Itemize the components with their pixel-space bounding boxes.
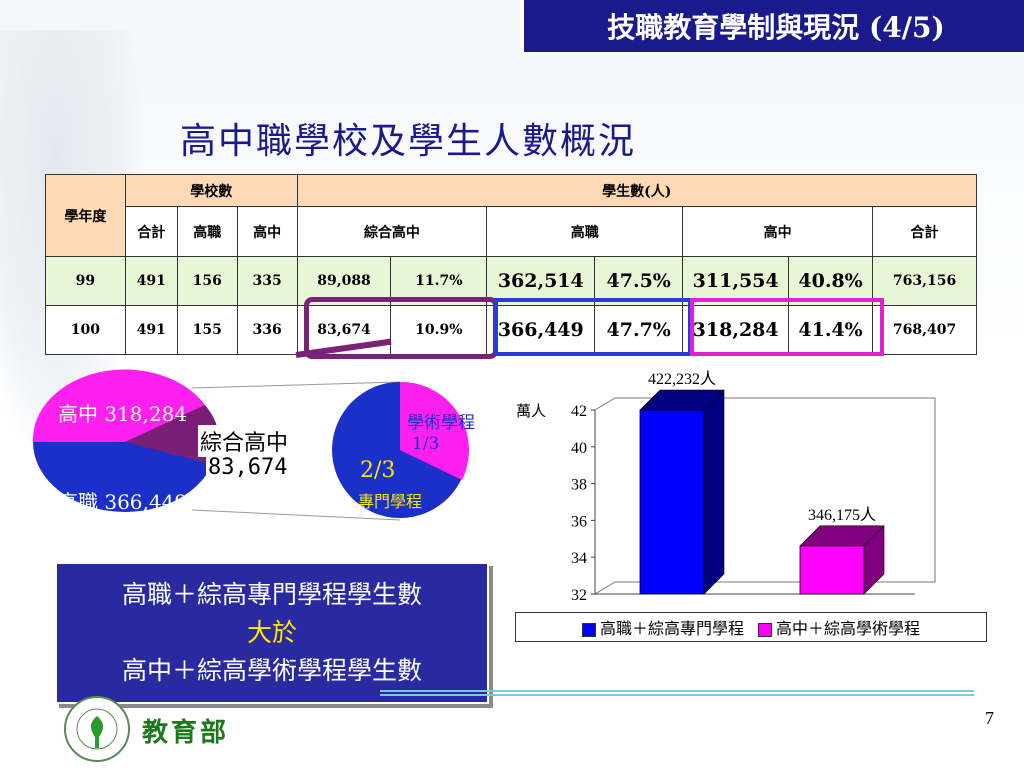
cell-voc-students: 366,449 bbox=[486, 305, 596, 355]
cell-year: 99 bbox=[45, 256, 126, 306]
cell-sum: 763,156 bbox=[872, 256, 977, 306]
table-row: 100 491 155 336 83,674 10.9% 366,449 47.… bbox=[45, 305, 977, 355]
page-number: 7 bbox=[985, 708, 994, 728]
cell-voc: 156 bbox=[176, 256, 238, 306]
org-name: 教育部 bbox=[142, 718, 230, 748]
header-schools: 學校數 bbox=[124, 174, 298, 207]
bar-value-label: 346,175人 bbox=[808, 506, 876, 524]
pie-label-comp-value: 83,674 bbox=[206, 455, 290, 480]
bar-chart-legend: 高職＋綜高專門學程 高中＋綜高學術學程 bbox=[515, 612, 987, 642]
title-bar: 技職教育學制與現況 (4/5) bbox=[520, 0, 1024, 52]
bar-value-label: 422,232人 bbox=[648, 370, 716, 388]
col-school-total: 合計 bbox=[124, 206, 178, 257]
bar-academic bbox=[799, 545, 865, 595]
callout-line-3: 高中＋綜高學術學程學生數 bbox=[121, 656, 422, 685]
bar-chart: 42 40 38 36 34 32 萬人 422,232人 346,175人 bbox=[516, 370, 936, 604]
legend-swatch-pro bbox=[581, 622, 596, 637]
y-tick-label: 42 bbox=[571, 403, 587, 420]
y-tick-label: 36 bbox=[571, 513, 587, 530]
header-students: 學生數(人) bbox=[296, 174, 978, 207]
ministry-logo-icon bbox=[64, 696, 130, 762]
legend-item-academic: 高中＋綜高學術學程 bbox=[758, 615, 920, 639]
cell-total: 491 bbox=[124, 256, 178, 306]
pie-label-pro: 專門學程 bbox=[358, 492, 423, 511]
table-row: 99 491 156 335 89,088 11.7% 362,514 47.5… bbox=[45, 256, 977, 306]
cell-high: 336 bbox=[236, 305, 298, 355]
pie-slice-comp bbox=[125, 405, 220, 465]
pie-comp-split bbox=[332, 381, 469, 518]
col-school-high: 高中 bbox=[236, 206, 298, 257]
cell-comp-pct: 10.9% bbox=[390, 305, 488, 355]
col-school-voc: 高職 bbox=[176, 206, 238, 257]
pie-connector-bottom bbox=[191, 509, 401, 521]
y-tick-label: 32 bbox=[571, 587, 587, 604]
pie-slice-academic bbox=[400, 381, 469, 480]
pie-total bbox=[32, 369, 220, 512]
pie-charts bbox=[32, 369, 469, 521]
legend-item-pro: 高職＋綜高專門學程 bbox=[581, 615, 744, 639]
callout-emphasis: 大於 bbox=[246, 618, 297, 647]
cell-total: 491 bbox=[124, 305, 178, 355]
pie-slice-high bbox=[32, 369, 205, 442]
cell-high-students: 311,554 bbox=[682, 256, 790, 306]
conclusion-callout: 高職＋綜高專門學程學生數 大於 高中＋綜高學術學程學生數 bbox=[55, 562, 489, 704]
section-heading: 高中職學校及學生人數概況 bbox=[180, 121, 637, 162]
pie-label-academic: 學術學程 bbox=[407, 413, 475, 433]
legend-swatch-academic bbox=[758, 622, 772, 637]
cell-high-students: 318,284 bbox=[682, 305, 790, 355]
slide-title: 技職教育學制與現況 (4/5) bbox=[607, 11, 945, 44]
cell-voc-pct: 47.7% bbox=[594, 305, 684, 355]
header-year: 學年度 bbox=[45, 174, 126, 257]
pie-connector-top bbox=[191, 381, 401, 389]
cell-high: 335 bbox=[236, 256, 298, 306]
pie-label-voc: 高職 366,449 bbox=[58, 490, 188, 514]
cell-voc: 155 bbox=[176, 305, 238, 355]
col-student-voc: 高職 bbox=[486, 206, 684, 257]
y-axis-unit: 萬人 bbox=[516, 402, 546, 420]
bar-side bbox=[703, 389, 725, 595]
pie-label-pro-fraction: 2/3 bbox=[360, 458, 396, 483]
cell-comp-pct: 11.7% bbox=[390, 256, 488, 306]
cell-voc-students: 362,514 bbox=[486, 256, 596, 306]
y-tick-label: 34 bbox=[571, 550, 587, 567]
cell-voc-pct: 47.5% bbox=[594, 256, 684, 306]
cell-high-pct: 41.4% bbox=[788, 305, 874, 355]
col-student-sum: 合計 bbox=[872, 206, 977, 257]
cell-sum: 768,407 bbox=[872, 305, 977, 355]
pie-label-academic-fraction: 1/3 bbox=[412, 434, 440, 454]
stats-table: 學年度 學校數 學生數(人) 合計 高職 高中 綜合高中 高職 高中 合計 99… bbox=[45, 174, 978, 355]
y-tick-label: 40 bbox=[571, 440, 587, 457]
col-student-high: 高中 bbox=[682, 206, 874, 257]
cell-high-pct: 40.8% bbox=[788, 256, 874, 306]
footer-divider bbox=[380, 690, 974, 698]
y-tick-label: 38 bbox=[571, 477, 587, 494]
bar-pro bbox=[639, 409, 705, 595]
cell-comp: 89,088 bbox=[296, 256, 392, 306]
pie-label-comp-name: 綜合高中 bbox=[198, 425, 291, 457]
col-student-comp: 綜合高中 bbox=[296, 206, 488, 257]
pie-label-high: 高中 318,284 bbox=[58, 402, 188, 426]
cell-year: 100 bbox=[45, 305, 126, 355]
callout-line-1: 高職＋綜高專門學程學生數 bbox=[121, 580, 422, 609]
